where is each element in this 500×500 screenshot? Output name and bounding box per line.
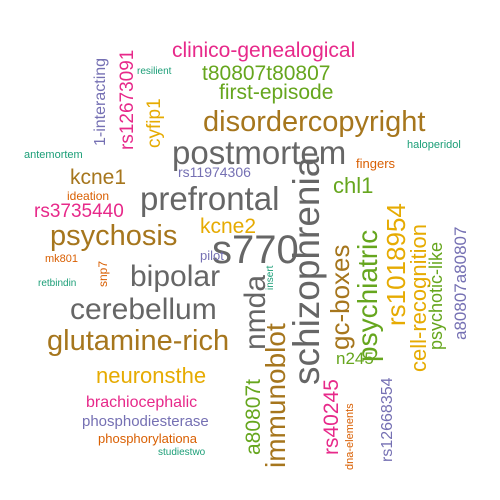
word-chl1: chl1 bbox=[333, 173, 374, 198]
word-prefrontal: prefrontal bbox=[140, 180, 280, 217]
word-immunoblot: immunoblot bbox=[260, 323, 291, 468]
word-rs12668354: rs12668354 bbox=[379, 377, 396, 462]
word-brachiocephalic: brachiocephalic bbox=[86, 394, 198, 411]
word-psychiatric: psychiatric bbox=[352, 229, 383, 362]
word-dna-elements: dna-elements bbox=[344, 403, 356, 470]
word-rs40245: rs40245 bbox=[320, 379, 343, 455]
word-glutamine-rich: glutamine-rich bbox=[47, 325, 230, 357]
word-haloperidol: haloperidol bbox=[407, 139, 461, 151]
word-postmortem: postmortem bbox=[172, 134, 347, 171]
word-bipolar: bipolar bbox=[130, 260, 221, 293]
word-kcne2: kcne2 bbox=[200, 215, 257, 238]
word-clinico-genealogical: clinico-genealogical bbox=[172, 39, 356, 62]
word-s770: s770 bbox=[212, 228, 299, 272]
word-mk801: mk801 bbox=[45, 253, 79, 265]
word-studiestwo: studiestwo bbox=[158, 447, 206, 458]
word-snp7: snp7 bbox=[96, 260, 110, 287]
word-n245: n245 bbox=[336, 349, 374, 368]
word-rs12673091: rs12673091 bbox=[117, 49, 138, 150]
word-a80807a80807: a80807a80807 bbox=[451, 226, 470, 340]
word-phosphorylationa: phosphorylationa bbox=[98, 431, 198, 446]
word-insert: insert bbox=[265, 265, 276, 290]
word-disordercopyright: disordercopyright bbox=[203, 106, 426, 138]
word-cyfip1: cyfip1 bbox=[144, 98, 165, 148]
word-pilot: pilot bbox=[200, 248, 224, 263]
word-first-episode: first-episode bbox=[219, 81, 334, 104]
word-retbindin: retbindin bbox=[38, 278, 77, 289]
word-rs3735440: rs3735440 bbox=[34, 201, 124, 222]
word-a80807t: a80807t bbox=[242, 379, 265, 455]
word-rs11974306: rs11974306 bbox=[178, 164, 251, 180]
word-fingers: fingers bbox=[356, 156, 396, 171]
word-resilient: resilient bbox=[137, 66, 172, 77]
word-cerebellum: cerebellum bbox=[70, 293, 217, 326]
word-gc-boxes: gc-boxes bbox=[325, 244, 355, 351]
word-antemortem: antemortem bbox=[24, 149, 83, 161]
word-neuronsthe: neuronsthe bbox=[96, 363, 207, 388]
word-t80807t80807: t80807t80807 bbox=[202, 62, 331, 85]
word-psychosis: psychosis bbox=[50, 220, 178, 252]
word-ideation: ideation bbox=[67, 189, 110, 203]
word-psychotic-like: psychotic-like bbox=[426, 241, 446, 350]
word-1-interacting: 1-interacting bbox=[92, 57, 109, 146]
word-phosphodiesterase: phosphodiesterase bbox=[82, 413, 209, 430]
word-kcne1: kcne1 bbox=[70, 166, 127, 189]
